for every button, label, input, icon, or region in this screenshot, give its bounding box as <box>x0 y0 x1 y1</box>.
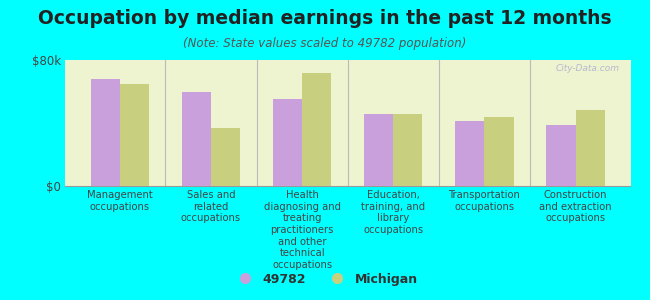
Bar <box>484 117 514 186</box>
Text: Occupation by median earnings in the past 12 months: Occupation by median earnings in the pas… <box>38 9 612 28</box>
Bar <box>364 113 393 186</box>
Bar <box>211 128 240 186</box>
Bar <box>273 99 302 186</box>
Bar <box>302 73 332 186</box>
Bar <box>182 92 211 186</box>
Text: City-Data.com: City-Data.com <box>555 64 619 73</box>
Legend: 49782, Michigan: 49782, Michigan <box>227 268 422 291</box>
Bar <box>393 113 422 186</box>
Bar <box>547 124 576 186</box>
Bar <box>91 79 120 186</box>
Text: (Note: State values scaled to 49782 population): (Note: State values scaled to 49782 popu… <box>183 38 467 50</box>
Bar <box>576 110 604 186</box>
Bar <box>455 122 484 186</box>
Bar <box>120 84 149 186</box>
